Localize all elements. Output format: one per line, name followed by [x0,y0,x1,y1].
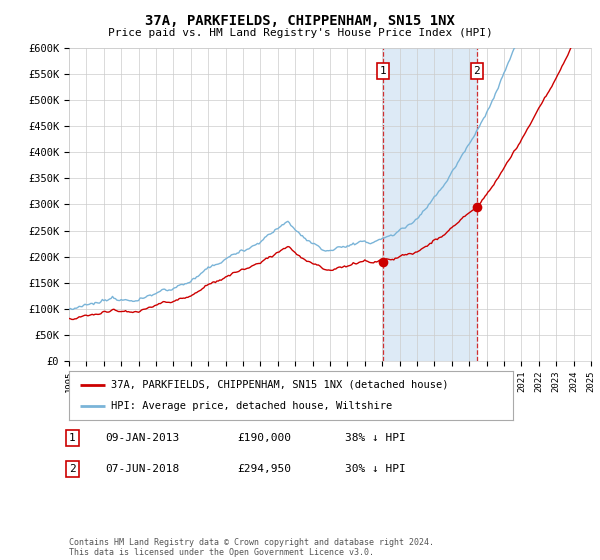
Text: 2: 2 [473,66,480,76]
Text: 30% ↓ HPI: 30% ↓ HPI [345,464,406,474]
Text: 2: 2 [69,464,76,474]
Bar [383,48,477,361]
Text: 09-JAN-2013: 09-JAN-2013 [105,433,179,443]
Text: £190,000: £190,000 [237,433,291,443]
Text: Contains HM Land Registry data © Crown copyright and database right 2024.
This d: Contains HM Land Registry data © Crown c… [69,538,434,557]
Text: Price paid vs. HM Land Registry's House Price Index (HPI): Price paid vs. HM Land Registry's House … [107,28,493,38]
Text: 38% ↓ HPI: 38% ↓ HPI [345,433,406,443]
Text: 1: 1 [380,66,386,76]
Text: 07-JUN-2018: 07-JUN-2018 [105,464,179,474]
Text: 1: 1 [69,433,76,443]
Text: HPI: Average price, detached house, Wiltshire: HPI: Average price, detached house, Wilt… [111,401,392,411]
Text: 37A, PARKFIELDS, CHIPPENHAM, SN15 1NX (detached house): 37A, PARKFIELDS, CHIPPENHAM, SN15 1NX (d… [111,380,449,390]
Text: £294,950: £294,950 [237,464,291,474]
Text: 37A, PARKFIELDS, CHIPPENHAM, SN15 1NX: 37A, PARKFIELDS, CHIPPENHAM, SN15 1NX [145,14,455,28]
